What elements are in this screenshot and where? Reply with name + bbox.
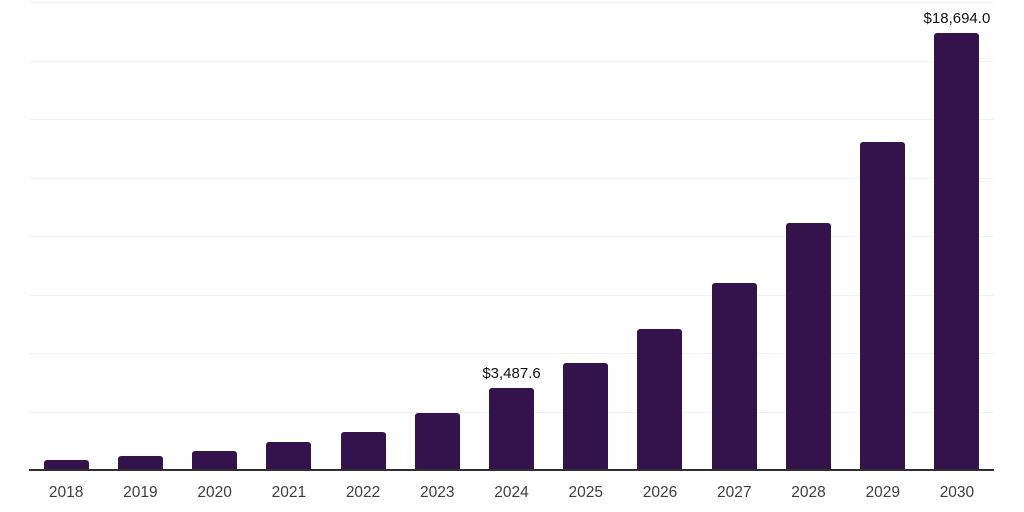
bar-2028 [785,223,831,470]
bar-band-2021 [252,2,326,470]
bar-band-2030: $18,694.0 [920,2,994,470]
gridline [29,177,994,179]
bar-2021 [266,441,312,470]
x-tick-label-2019: 2019 [123,484,158,501]
bar-2019 [117,456,163,470]
x-tick-label-2025: 2025 [568,484,603,501]
bar-2024 [489,388,535,470]
bar-band-2027 [697,2,771,470]
bar-band-2023 [400,2,474,470]
gridline [29,353,994,354]
bar-2025 [563,362,609,470]
bar-2027 [711,282,757,470]
x-axis-line [29,469,994,471]
bar-band-2019 [103,2,177,470]
x-tick-label-2021: 2021 [271,484,307,501]
gridline [29,60,994,62]
bar-2026 [637,329,683,470]
gridline [29,119,994,120]
bar-2018 [43,459,89,470]
bar-band-2025 [549,2,623,470]
gridline [29,236,994,237]
plot-area: $3,487.6 $18,694.0 [29,2,994,470]
bar-band-2029 [846,2,920,470]
data-label-2024: $3,487.6 [482,365,541,383]
bar-2023 [414,412,460,470]
x-tick-label-2028: 2028 [791,484,826,501]
bar-2029 [860,141,906,470]
bar-band-2024: $3,487.6 [474,2,548,470]
x-tick-label-2029: 2029 [865,484,900,501]
bar-band-2018 [29,2,103,470]
data-label-2030: $18,694.0 [923,9,991,27]
bar-band-2020 [177,2,251,470]
x-tick-label-2018: 2018 [48,484,84,501]
x-tick-label-2022: 2022 [345,484,381,501]
bar-2022 [340,431,386,470]
x-tick-label-2030: 2030 [939,484,975,501]
bar-2020 [192,451,238,470]
gridline [29,2,994,3]
bar-band-2028 [771,2,845,470]
gridline [29,294,994,296]
x-tick-label-2020: 2020 [197,484,232,501]
bar-band-2022 [326,2,400,470]
x-axis-tick-labels: 2018 2019 2020 2021 2022 2023 2024 2025 2026 2027… [29,484,994,504]
x-tick-label-2027: 2027 [716,484,752,501]
x-tick-label-2024: 2024 [494,484,529,501]
x-tick-label-2026: 2026 [642,484,678,501]
bar-2030 [934,32,980,470]
bar-band-2026 [623,2,697,470]
x-tick-label-2023: 2023 [420,484,455,501]
